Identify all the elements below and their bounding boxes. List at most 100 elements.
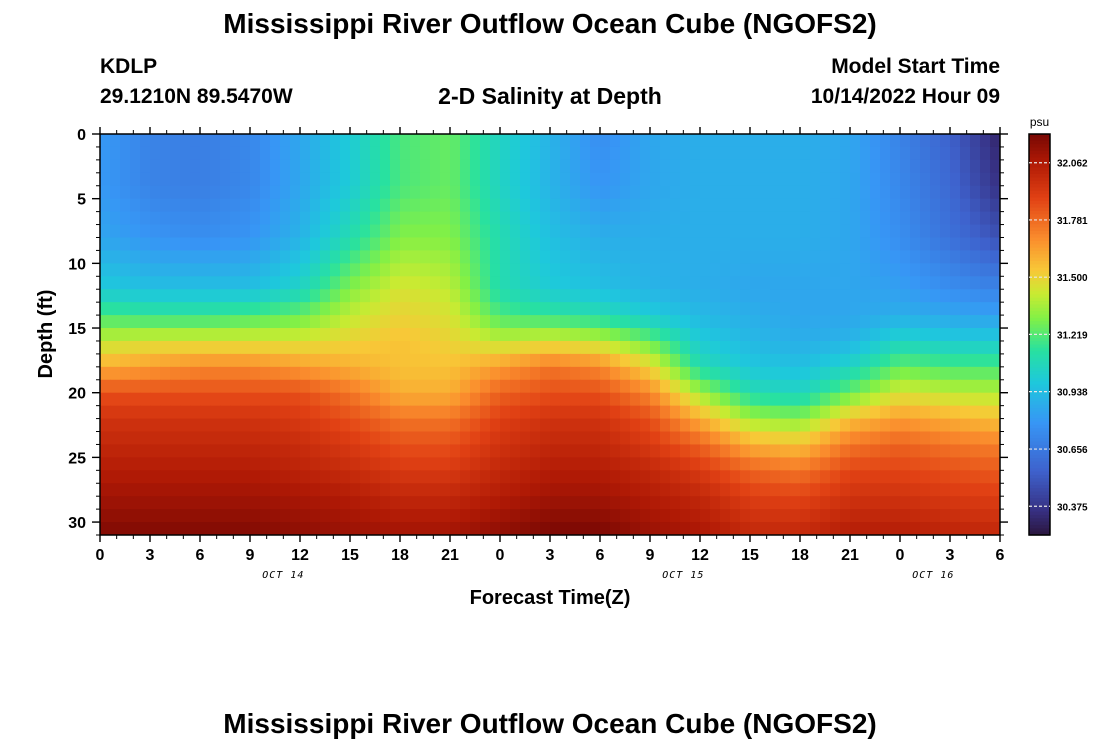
heatmap-cell bbox=[940, 224, 951, 239]
heatmap-cell bbox=[510, 418, 521, 433]
heatmap-cell bbox=[690, 366, 701, 381]
heatmap-cell bbox=[650, 509, 661, 523]
heatmap-cell bbox=[360, 263, 371, 277]
heatmap-cell bbox=[250, 379, 261, 394]
heatmap-cell bbox=[210, 315, 221, 329]
heatmap-cell bbox=[570, 302, 581, 316]
heatmap-cell bbox=[620, 302, 631, 316]
heatmap-cell bbox=[100, 315, 111, 329]
heatmap-cell bbox=[740, 457, 751, 471]
heatmap-cell bbox=[430, 483, 441, 497]
heatmap-cell bbox=[390, 315, 401, 329]
heatmap-cell bbox=[630, 250, 641, 264]
heatmap-cell bbox=[460, 159, 471, 174]
heatmap-cell bbox=[790, 185, 801, 200]
heatmap-cell bbox=[310, 431, 321, 446]
heatmap-cell bbox=[630, 237, 641, 252]
heatmap-cell bbox=[550, 172, 561, 187]
colorbar-segment bbox=[1029, 381, 1050, 386]
heatmap-cell bbox=[140, 496, 151, 510]
heatmap-cell bbox=[760, 444, 771, 458]
heatmap-cell bbox=[910, 302, 921, 316]
heatmap-cell bbox=[230, 509, 241, 523]
heatmap-cell bbox=[280, 353, 291, 368]
heatmap-cell bbox=[860, 315, 871, 329]
colorbar-tick-label: 31.219 bbox=[1057, 330, 1088, 341]
heatmap-cell bbox=[870, 237, 881, 252]
heatmap-cell bbox=[560, 366, 571, 381]
heatmap-cell bbox=[930, 263, 941, 277]
heatmap-cell bbox=[870, 250, 881, 264]
heatmap-cell bbox=[590, 263, 601, 277]
heatmap-cell bbox=[640, 289, 651, 303]
heatmap-cell bbox=[620, 185, 631, 200]
heatmap-cell bbox=[350, 405, 361, 420]
heatmap-cell bbox=[960, 289, 971, 303]
heatmap-cell bbox=[260, 224, 271, 239]
heatmap-cell bbox=[220, 211, 231, 226]
heatmap-cell bbox=[810, 185, 821, 200]
heatmap-cell bbox=[800, 224, 811, 239]
heatmap-cell bbox=[580, 211, 591, 226]
heatmap-cell bbox=[900, 172, 911, 187]
heatmap-cell bbox=[500, 379, 511, 394]
heatmap-cell bbox=[970, 496, 981, 510]
heatmap-cell bbox=[450, 379, 461, 394]
heatmap-cell bbox=[750, 289, 761, 303]
heatmap-cell bbox=[700, 353, 711, 368]
heatmap-cell bbox=[570, 470, 581, 484]
heatmap-cell bbox=[350, 302, 361, 316]
heatmap-cell bbox=[630, 172, 641, 187]
heatmap-cell bbox=[350, 340, 361, 355]
heatmap-cell bbox=[610, 522, 621, 535]
heatmap-cell bbox=[880, 237, 891, 252]
heatmap-cell bbox=[510, 250, 521, 264]
heatmap-cell bbox=[710, 366, 721, 381]
heatmap-cell bbox=[470, 263, 481, 277]
heatmap-cell bbox=[190, 250, 201, 264]
heatmap-cell bbox=[240, 509, 251, 523]
heatmap-cell bbox=[250, 483, 261, 497]
heatmap-cell bbox=[400, 405, 411, 420]
heatmap-cell bbox=[160, 457, 171, 471]
heatmap-cell bbox=[110, 185, 121, 200]
heatmap-cell bbox=[760, 470, 771, 484]
heatmap-cell bbox=[760, 146, 771, 161]
heatmap-cell bbox=[430, 470, 441, 484]
colorbar-segment bbox=[1029, 468, 1050, 473]
heatmap-cell bbox=[300, 172, 311, 187]
heatmap-cell bbox=[230, 172, 241, 187]
heatmap-cell bbox=[910, 276, 921, 290]
heatmap-cell bbox=[660, 379, 671, 394]
heatmap-cell bbox=[360, 522, 371, 535]
heatmap-cell bbox=[560, 340, 571, 355]
heatmap-cell bbox=[470, 431, 481, 446]
heatmap-cell bbox=[250, 496, 261, 510]
heatmap-cell bbox=[830, 302, 841, 316]
heatmap-cell bbox=[580, 483, 591, 497]
heatmap-cell bbox=[940, 302, 951, 316]
heatmap-cell bbox=[260, 302, 271, 316]
heatmap-cell bbox=[880, 315, 891, 329]
heatmap-cell bbox=[990, 237, 1000, 252]
heatmap-cell bbox=[430, 379, 441, 394]
heatmap-cell bbox=[790, 211, 801, 226]
heatmap-cell bbox=[780, 405, 791, 420]
heatmap-cell bbox=[320, 353, 331, 368]
heatmap-cell bbox=[510, 134, 521, 148]
heatmap-cell bbox=[370, 418, 381, 433]
heatmap-cell bbox=[250, 366, 261, 381]
heatmap-cell bbox=[100, 134, 111, 148]
heatmap-cell bbox=[340, 353, 351, 368]
heatmap-cell bbox=[530, 340, 541, 355]
heatmap-cell bbox=[890, 146, 901, 161]
heatmap-cell bbox=[510, 328, 521, 342]
heatmap-cell bbox=[950, 418, 961, 433]
heatmap-cell bbox=[810, 483, 821, 497]
heatmap-cell bbox=[850, 431, 861, 446]
heatmap-cell bbox=[970, 328, 981, 342]
heatmap-cell bbox=[900, 211, 911, 226]
heatmap-cell bbox=[890, 315, 901, 329]
heatmap-cell bbox=[960, 250, 971, 264]
heatmap-cell bbox=[720, 522, 731, 535]
